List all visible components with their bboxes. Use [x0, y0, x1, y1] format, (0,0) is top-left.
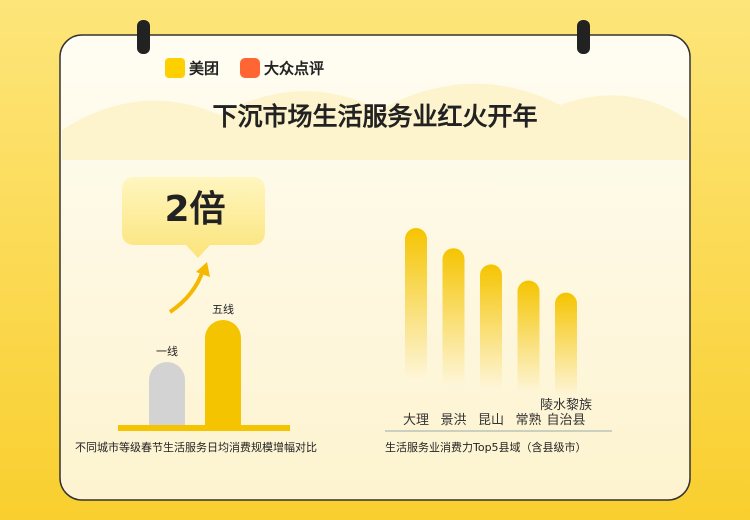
- caption: 生活服务业消费力Top5县域（含县级市）: [385, 440, 587, 454]
- mountains: [62, 83, 688, 160]
- category-label: 大理: [402, 413, 429, 428]
- bar: [555, 292, 577, 430]
- bar: [149, 362, 185, 425]
- bar: [517, 280, 540, 430]
- category-label: 一线: [156, 344, 178, 358]
- category-label: 陵水黎族自治县: [539, 398, 592, 428]
- ring: [137, 20, 150, 54]
- base: [118, 425, 290, 431]
- logo-icon: [240, 58, 260, 78]
- bar: [480, 264, 502, 430]
- annotation: 2倍: [164, 189, 225, 230]
- ring: [577, 20, 590, 54]
- arrow: [168, 269, 205, 314]
- category-label: 五线: [212, 302, 234, 316]
- bar: [405, 228, 427, 430]
- callout: [122, 177, 265, 258]
- category-label: 常熟: [515, 413, 542, 428]
- logo-icon: [165, 58, 185, 78]
- logo: 美团: [189, 60, 219, 78]
- bar: [205, 320, 241, 425]
- title: 下沉市场生活服务业红火开年: [212, 102, 537, 131]
- category-label: 景洪: [440, 413, 467, 428]
- arrow-head: [196, 262, 210, 277]
- bar: [442, 248, 465, 430]
- caption: 不同城市等级春节生活服务日均消费规模增幅对比: [75, 440, 317, 454]
- category-label: 昆山: [477, 413, 504, 428]
- logo: 大众点评: [264, 60, 324, 78]
